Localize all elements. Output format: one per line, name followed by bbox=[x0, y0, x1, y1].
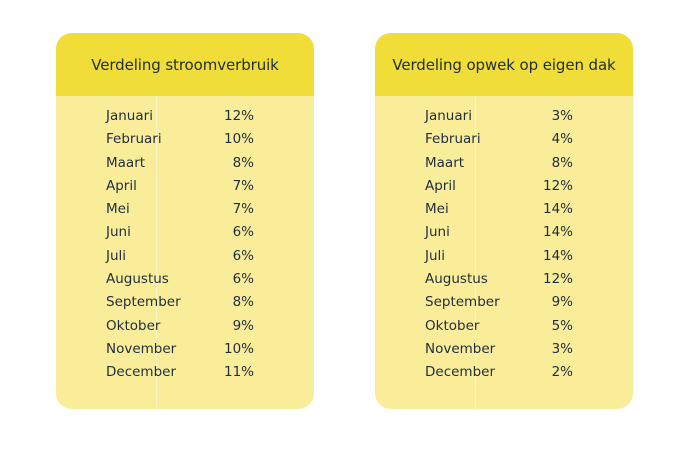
table-row: November 10% bbox=[56, 338, 314, 361]
percentage-value: 8% bbox=[232, 154, 254, 171]
month-label: April bbox=[106, 177, 137, 194]
table-row: Maart 8% bbox=[56, 152, 314, 175]
opwek-card: Verdeling opwek op eigen dak Januari 3% Fe… bbox=[375, 33, 633, 409]
month-label: November bbox=[106, 340, 177, 357]
table-row: Oktober 9% bbox=[56, 315, 314, 338]
percentage-value: 14% bbox=[542, 224, 573, 241]
month-label: Juni bbox=[106, 224, 131, 241]
percentage-value: 14% bbox=[542, 201, 573, 218]
table-row: September 8% bbox=[56, 291, 314, 314]
table-row: Januari 12% bbox=[56, 105, 314, 128]
month-label: Juni bbox=[425, 224, 450, 241]
month-label: Maart bbox=[106, 154, 146, 171]
opwek-rows: Januari 3% Februari 4% Maart 8% April 12% Mei 14%… bbox=[375, 105, 633, 385]
column-divider bbox=[475, 96, 476, 409]
month-label: Oktober bbox=[425, 317, 480, 334]
column-divider bbox=[156, 96, 157, 409]
percentage-value: 9% bbox=[551, 294, 573, 311]
percentage-value: 10% bbox=[223, 340, 254, 357]
percentage-value: 5% bbox=[551, 317, 573, 334]
month-label: Juli bbox=[106, 247, 127, 264]
table-row: Juli 14% bbox=[375, 245, 633, 268]
month-label: September bbox=[106, 294, 181, 311]
table-row: December 11% bbox=[56, 361, 314, 384]
table-row: Augustus 12% bbox=[375, 268, 633, 291]
percentage-value: 4% bbox=[551, 131, 573, 148]
percentage-value: 6% bbox=[232, 224, 254, 241]
percentage-value: 8% bbox=[232, 294, 254, 311]
percentage-value: 12% bbox=[223, 108, 254, 124]
table-row: Mei 14% bbox=[375, 198, 633, 221]
percentage-value: 10% bbox=[223, 131, 254, 148]
table-row: December 2% bbox=[375, 361, 633, 384]
month-label: Juli bbox=[425, 247, 446, 264]
percentage-value: 6% bbox=[232, 271, 254, 288]
month-label: Oktober bbox=[106, 317, 161, 334]
percentage-value: 8% bbox=[551, 154, 573, 171]
table-row: April 12% bbox=[375, 175, 633, 198]
month-label: Augustus bbox=[425, 271, 488, 288]
month-label: September bbox=[425, 294, 500, 311]
month-label: Januari bbox=[425, 108, 472, 124]
month-label: Augustus bbox=[106, 271, 169, 288]
month-label: Februari bbox=[425, 131, 481, 148]
table-row: Februari 4% bbox=[375, 128, 633, 151]
month-label: Februari bbox=[106, 131, 162, 148]
percentage-value: 7% bbox=[232, 177, 254, 194]
table-row: Juni 14% bbox=[375, 221, 633, 244]
stroomverbruik-rows: Januari 12% Februari 10% Maart 8% April 7% Mei 7%… bbox=[56, 105, 314, 385]
table-row: Juli 6% bbox=[56, 245, 314, 268]
month-label: April bbox=[425, 177, 456, 194]
table-row: Augustus 6% bbox=[56, 268, 314, 291]
percentage-value: 14% bbox=[542, 247, 573, 264]
month-label: Januari bbox=[106, 108, 153, 124]
table-row: September 9% bbox=[375, 291, 633, 314]
percentage-value: 2% bbox=[551, 364, 573, 381]
table-row: Oktober 5% bbox=[375, 315, 633, 338]
month-label: Maart bbox=[425, 154, 465, 171]
month-label: November bbox=[425, 340, 496, 357]
percentage-value: 3% bbox=[551, 340, 573, 357]
table-row: Januari 3% bbox=[375, 105, 633, 128]
table-row: April 7% bbox=[56, 175, 314, 198]
stroomverbruik-card: Verdeling stroomverbruik Januari 12% Febru… bbox=[56, 33, 314, 409]
percentage-value: 12% bbox=[542, 177, 573, 194]
opwek-title: Verdeling opwek op eigen dak bbox=[375, 33, 633, 96]
percentage-value: 6% bbox=[232, 247, 254, 264]
table-row: November 3% bbox=[375, 338, 633, 361]
month-label: Mei bbox=[106, 201, 130, 218]
percentage-value: 7% bbox=[232, 201, 254, 218]
percentage-value: 9% bbox=[232, 317, 254, 334]
month-label: Mei bbox=[425, 201, 449, 218]
percentage-value: 3% bbox=[551, 108, 573, 124]
stroomverbruik-title: Verdeling stroomverbruik bbox=[56, 33, 314, 96]
table-row: Maart 8% bbox=[375, 152, 633, 175]
table-row: Mei 7% bbox=[56, 198, 314, 221]
table-row: Februari 10% bbox=[56, 128, 314, 151]
percentage-value: 11% bbox=[223, 364, 254, 381]
month-label: December bbox=[425, 364, 496, 381]
month-label: December bbox=[106, 364, 177, 381]
percentage-value: 12% bbox=[542, 271, 573, 288]
table-row: Juni 6% bbox=[56, 221, 314, 244]
